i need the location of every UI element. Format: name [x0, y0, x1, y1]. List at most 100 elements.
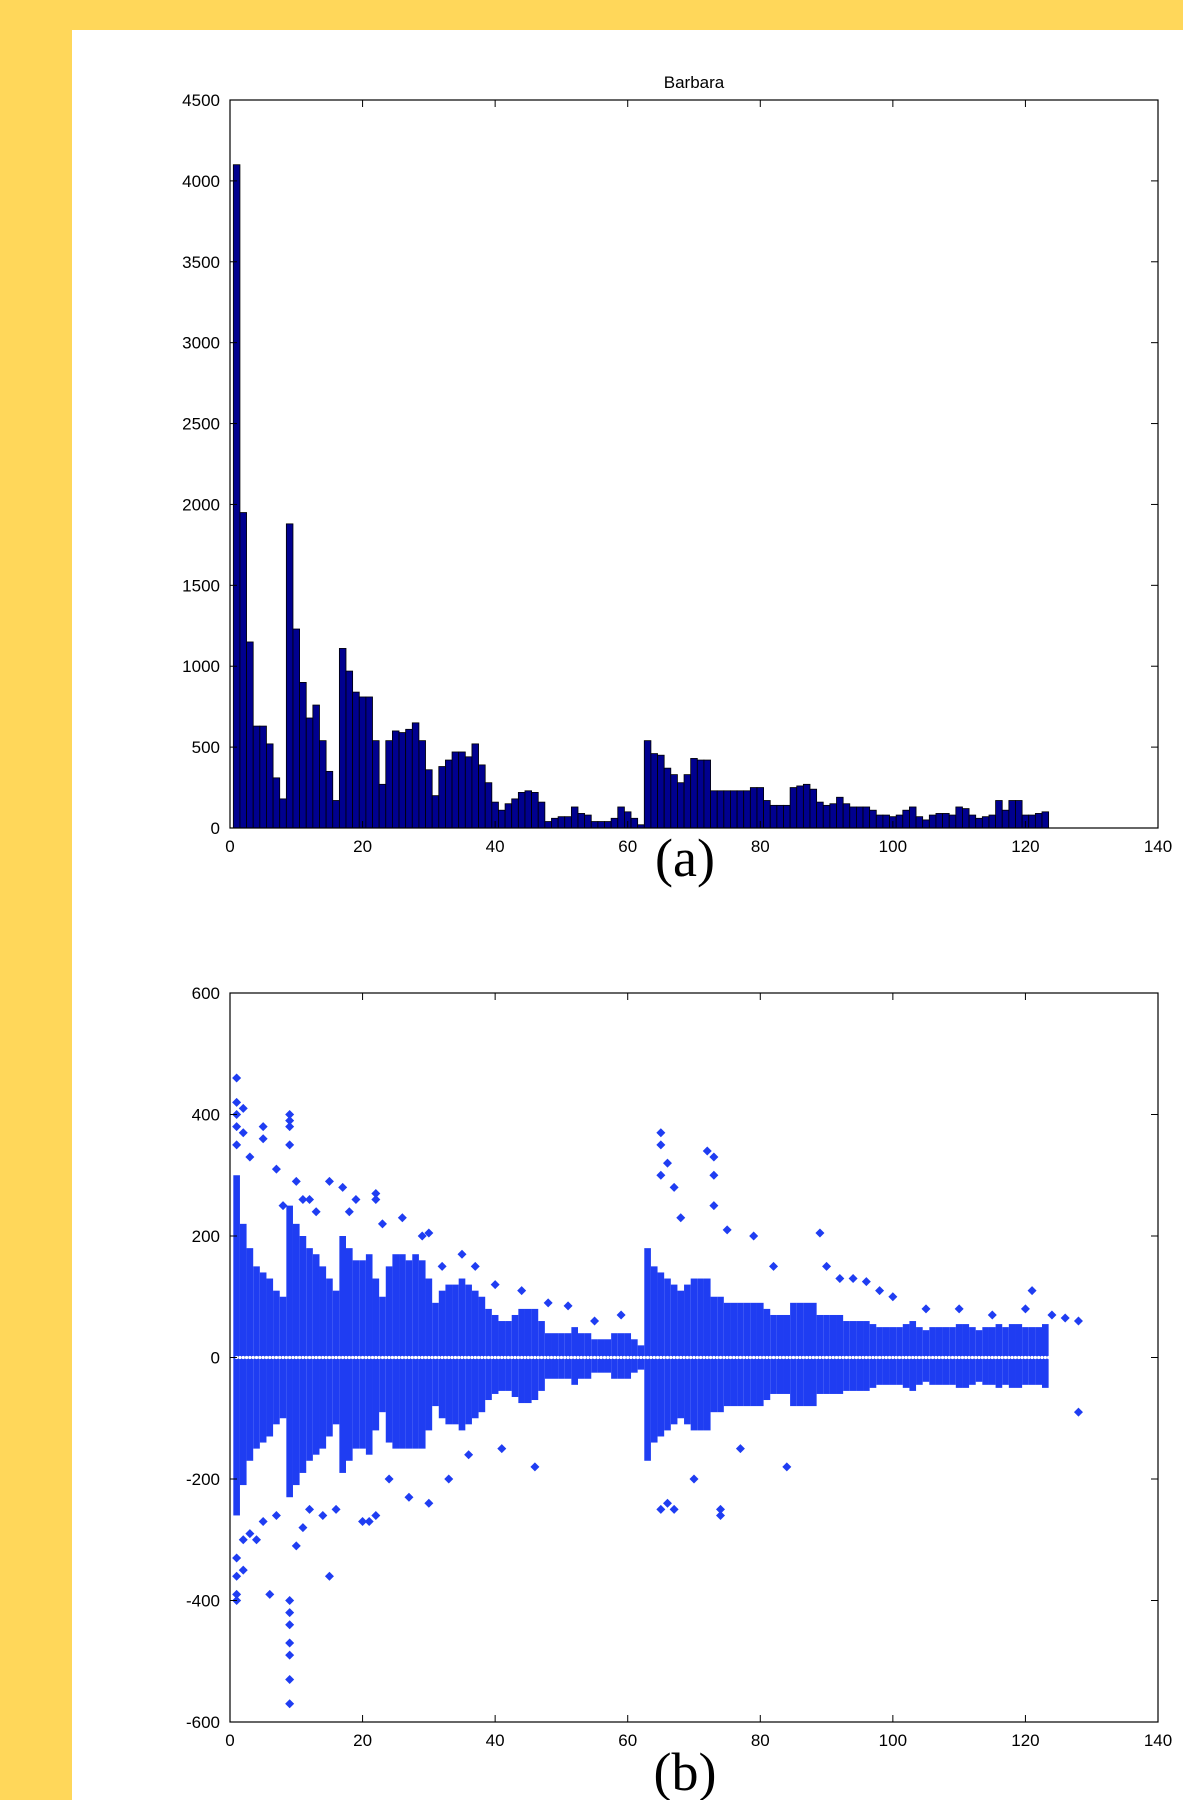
zero-gap-dot: [871, 1355, 875, 1360]
y-tick-label: 3500: [182, 253, 220, 272]
zero-gap-dot: [685, 1355, 689, 1360]
histogram-bar: [816, 801, 824, 829]
x-tick-label: 140: [1144, 1731, 1172, 1750]
histogram-bar: [564, 816, 572, 829]
scatter-band: [796, 1302, 804, 1407]
zero-gap-dot: [771, 1355, 776, 1360]
zero-gap-dot: [967, 1355, 971, 1360]
scatter-point: [232, 1589, 242, 1599]
zero-gap-dot: [824, 1355, 829, 1360]
caption-b: (b): [654, 1742, 717, 1800]
zero-gap-dot: [994, 1355, 998, 1360]
zero-gap-dot: [523, 1355, 527, 1360]
histogram-bar: [796, 785, 804, 829]
scatter-band: [418, 1260, 426, 1449]
zero-gap-dot: [430, 1355, 434, 1360]
histogram-bar: [710, 790, 718, 829]
scatter-point: [782, 1462, 792, 1472]
scatter-point: [517, 1286, 527, 1296]
x-tick-label: 140: [1144, 837, 1172, 856]
scatter-band: [750, 1302, 757, 1407]
scatter-point: [258, 1122, 268, 1132]
y-tick-label: 2000: [182, 495, 220, 514]
histogram-bar: [842, 803, 851, 829]
zero-gap-dot: [463, 1355, 467, 1360]
zero-gap-dot: [394, 1355, 398, 1360]
zero-gap-dot: [622, 1355, 627, 1360]
zero-gap-dot: [321, 1355, 325, 1360]
zero-gap-dot: [931, 1355, 935, 1360]
scatter-point: [470, 1261, 480, 1271]
histogram-bar: [723, 790, 731, 829]
histogram-bar: [511, 798, 519, 829]
zero-gap-dot: [579, 1355, 583, 1360]
zero-gap-dot: [281, 1355, 285, 1360]
scatter-band: [471, 1290, 479, 1419]
scatter-point: [424, 1498, 434, 1508]
zero-gap-dot: [1073, 1355, 1077, 1360]
scatter-point: [305, 1504, 315, 1514]
zero-gap-dot: [712, 1355, 716, 1360]
zero-gap-dot: [370, 1355, 375, 1360]
scatter-point: [1027, 1286, 1037, 1296]
zero-gap-dot: [301, 1355, 305, 1360]
scatter-point: [656, 1140, 666, 1150]
zero-gap-dot: [351, 1355, 355, 1360]
zero-gap-dot: [546, 1355, 550, 1360]
zero-gap-dot: [417, 1355, 421, 1360]
histogram-bar: [690, 758, 698, 829]
zero-gap-dot: [974, 1355, 978, 1360]
histogram-bar: [776, 804, 784, 829]
scatter-point: [278, 1201, 288, 1211]
histogram-bar: [438, 766, 446, 829]
zero-gap-dot: [248, 1355, 252, 1360]
zero-gap-dot: [1060, 1355, 1064, 1360]
scatter-band: [445, 1284, 453, 1425]
zero-gap-dot: [646, 1355, 650, 1360]
scatter-point: [822, 1261, 832, 1271]
histogram-bar: [617, 806, 625, 829]
zero-gap-dot: [400, 1355, 404, 1360]
x-tick-label: 120: [1011, 1731, 1039, 1750]
zero-gap-dot: [261, 1355, 265, 1360]
histogram-bar: [299, 682, 307, 829]
scatter-band: [756, 1302, 764, 1407]
scatter-band: [379, 1296, 386, 1413]
histogram-bar: [915, 816, 924, 829]
zero-gap-dot: [692, 1355, 696, 1360]
histogram-bar: [882, 814, 890, 829]
y-tick-label: 0: [211, 1349, 220, 1368]
zero-gap-dot: [443, 1355, 448, 1360]
scatter-point: [815, 1228, 825, 1238]
scatter-band: [299, 1236, 307, 1473]
scatter-point: [1073, 1316, 1083, 1326]
scatter-band: [352, 1260, 360, 1449]
zero-gap-dot: [950, 1355, 955, 1360]
histogram-bar: [338, 648, 347, 829]
zero-gap-dot: [785, 1355, 789, 1360]
scatter-band: [776, 1314, 784, 1394]
histogram-bar: [345, 670, 354, 829]
zero-gap-dot: [364, 1355, 368, 1360]
histogram-bar: [696, 759, 705, 829]
scatter-point: [669, 1182, 679, 1192]
zero-gap-dot: [437, 1355, 441, 1360]
histogram-bar: [292, 628, 301, 829]
scatter-band: [239, 1223, 247, 1486]
scatter-point: [656, 1170, 666, 1180]
zero-gap-dot: [307, 1355, 312, 1360]
scatter-band: [737, 1302, 744, 1407]
zero-gap-dot: [868, 1355, 872, 1360]
zero-gap-dot: [904, 1355, 908, 1360]
histogram-bar: [471, 743, 479, 829]
x-tick-label: 100: [879, 1731, 907, 1750]
chart-title: Barbara: [664, 73, 725, 92]
scatter-point: [258, 1134, 268, 1144]
histogram-bar: [352, 691, 360, 829]
zero-gap-dot: [775, 1355, 779, 1360]
scatter-point: [285, 1596, 295, 1605]
zero-gap-dot: [539, 1355, 544, 1360]
x-tick-label: 0: [225, 1731, 234, 1750]
scatter-point: [245, 1529, 255, 1539]
